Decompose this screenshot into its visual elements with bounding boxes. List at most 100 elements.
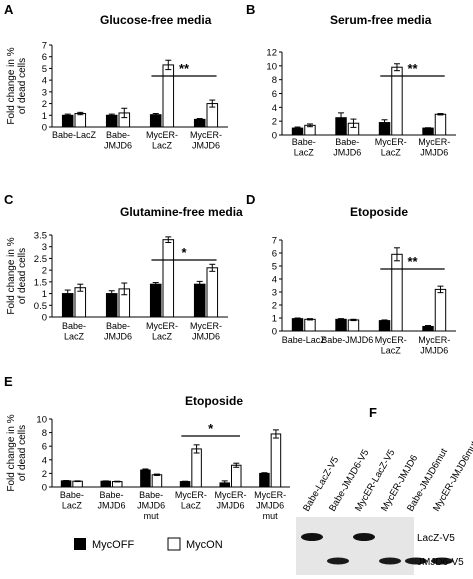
x-tick-label: Babe-LacZ (60, 490, 84, 511)
band-jmjd6 (379, 557, 401, 565)
x-tick-label: MycER-JMJD6 (190, 321, 222, 342)
chart-panel-b: B Serum-free media 0 2 4 6 8 10 12 Babe-LacZ Babe-… (246, 2, 456, 158)
bar-mycon (434, 113, 447, 136)
y-tick-label: 4 (42, 455, 47, 466)
y-tick-label: 0 (42, 313, 47, 324)
y-tick-label: 10 (266, 61, 277, 72)
chart-panel-c: C Glutamine-free media 00.511.522.533.5 Fol… (4, 192, 243, 342)
x-tick-label: MycER-JMJD6 (215, 490, 247, 511)
band-jmjd6 (431, 557, 453, 565)
y-axis-label: Fold change in %of dead cells (6, 414, 28, 491)
bar-mycoff (105, 293, 118, 318)
band-lacz (353, 533, 375, 541)
x-tick-label: MycER-LacZ (146, 321, 178, 342)
western-blot-panel: F Babe-LacZ-V5Babe-JMJD6-V5MycER-LacZ-V5… (296, 405, 473, 575)
x-tick-label: Babe-JMJD6 (97, 490, 125, 511)
x-tick-label: Babe-JMJD6 (321, 335, 373, 345)
y-tick-label: 6 (42, 442, 47, 453)
y-tick-label: 5 (42, 64, 47, 75)
y-axis-label: Fold change in %of dead cells (6, 47, 28, 124)
bar-mycon (74, 287, 87, 318)
y-tick-label: 2.5 (34, 254, 47, 265)
bar-mycoff (378, 320, 391, 332)
blot-bands (301, 533, 453, 565)
y-tick-label: 7 (272, 236, 277, 247)
x-tick-label: Babe-LacZ (52, 130, 97, 140)
x-tick-label: Babe-LacZ (62, 321, 86, 342)
bar-mycon (347, 319, 360, 332)
bar-mycoff (105, 114, 118, 128)
panel-letter-d: D (246, 192, 255, 207)
panel-letter-f: F (369, 405, 377, 420)
bar-mycoff (335, 318, 347, 332)
x-tick-label: Babe-LacZ (282, 335, 327, 345)
legend-swatch-mycon (167, 537, 181, 551)
blot-membrane (296, 517, 414, 575)
y-tick-label: 1 (272, 314, 277, 325)
bar-mycoff (193, 283, 206, 318)
legend-label-mycon: MycON (186, 539, 223, 551)
bar-mycoff (149, 114, 162, 128)
y-tick-label: 7 (42, 41, 47, 52)
x-tick-label: MycER-LacZ (146, 130, 178, 151)
x-tick-label: Babe-JMJD6 (333, 137, 361, 158)
y-tick-label: 0 (42, 123, 47, 134)
y-tick-label: 5 (272, 262, 277, 273)
bar-mycoff (149, 283, 162, 318)
chart-title: Serum-free media (330, 13, 432, 27)
legend-swatch-mycoff (74, 538, 86, 550)
y-tick-label: 4 (272, 103, 277, 114)
panel-letter-a: A (4, 2, 14, 17)
bar-mycon (74, 113, 87, 128)
y-axis-label: Fold change in %of dead cells (6, 237, 28, 314)
legend-label-mycoff: MycOFF (92, 539, 134, 551)
y-tick-label: 3 (42, 87, 47, 98)
y-tick-label: 0.5 (34, 301, 47, 312)
bar-mycon (391, 253, 403, 332)
y-tick-label: 2 (42, 266, 47, 277)
y-tick-label: 12 (266, 48, 277, 59)
bar-mycon (151, 474, 163, 488)
blot-image (296, 517, 414, 575)
blot-lane-labels: Babe-LacZ-V5Babe-JMJD6-V5MycER-LacZ-V5My… (301, 439, 473, 513)
y-tick-label: 10 (36, 415, 47, 426)
bar-mycon (270, 433, 282, 488)
y-tick-label: 2 (272, 301, 277, 312)
x-tick-label: Babe-JMJD6 mut (137, 490, 165, 521)
significance-label: ** (407, 254, 418, 269)
y-tick-label: 3 (42, 242, 47, 253)
bar-mycoff (60, 480, 72, 488)
band-lacz (301, 533, 323, 541)
band-label-jmjd6: JMJD6-V5 (417, 557, 464, 568)
x-tick-label: MycER-JMJD6 (418, 137, 450, 158)
bar-mycoff (259, 472, 270, 488)
significance-label: * (181, 245, 187, 260)
y-tick-label: 2 (272, 117, 277, 128)
panel-letter-e: E (4, 374, 13, 389)
bar-mycon (231, 464, 242, 488)
y-tick-label: 8 (272, 75, 277, 86)
bar-mycon (72, 480, 83, 488)
x-tick-label: Babe-JMJD6 (104, 130, 132, 151)
band-jmjd6 (405, 557, 427, 565)
bar-mycoff (61, 114, 74, 128)
bar-mycon (434, 288, 447, 332)
y-tick-label: 3.5 (34, 231, 47, 242)
bar-mycoff (140, 469, 151, 488)
x-tick-label: MycER-LacZ (375, 335, 407, 356)
y-tick-label: 0 (272, 131, 277, 142)
x-tick-label: MycER-JMJD6 (190, 130, 222, 151)
y-tick-label: 0 (272, 327, 277, 338)
y-tick-label: 0 (42, 483, 47, 494)
y-tick-label: 1.5 (34, 277, 47, 288)
x-tick-label: MycER-JMJD6 mut (254, 490, 286, 521)
bar-mycon (191, 448, 202, 488)
chart-title: Glutamine-free media (120, 205, 243, 219)
x-tick-label: Babe-JMJD6 (104, 321, 132, 342)
y-tick-label: 6 (272, 249, 277, 260)
bar-mycon (304, 318, 316, 332)
